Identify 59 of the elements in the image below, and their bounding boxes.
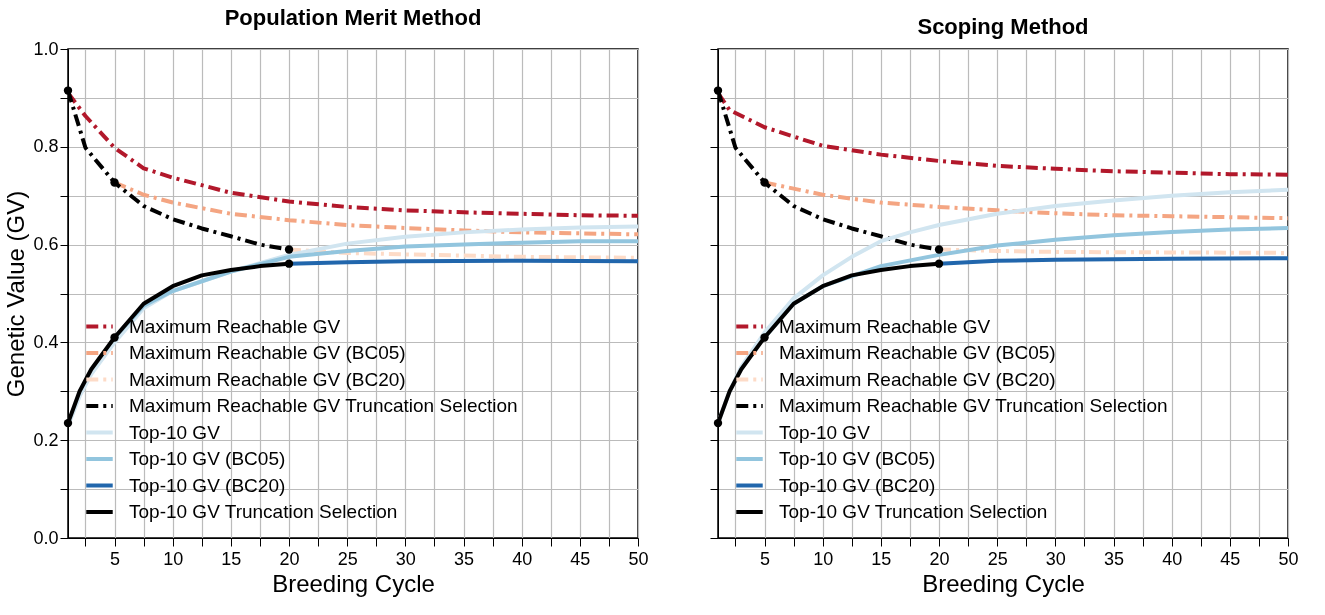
y-axis-title: Genetic Value (GV): [2, 190, 30, 398]
legend-label: Maximum Reachable GV (BC20): [129, 368, 406, 390]
point: [934, 259, 944, 268]
legend-label: Top-10 GV Truncation Selection: [779, 501, 1048, 522]
legend-label: Maximum Reachable GV (BC05): [779, 342, 1056, 363]
x-tick-label: 35: [453, 548, 475, 569]
chart-title: Scoping Method: [917, 13, 1089, 39]
x-tick-label: 5: [110, 548, 121, 569]
x-tick-label: 10: [813, 548, 834, 569]
x-axis-title: Breeding Cycle: [922, 569, 1085, 597]
legend-label: Top-10 GV Truncation Selection: [129, 501, 398, 522]
legend-label: Maximum Reachable GV Truncation Selection: [779, 395, 1168, 416]
y-tick-label: 0.6: [33, 234, 59, 255]
legend-label: Top-10 GV: [129, 421, 221, 443]
legend-label: Maximum Reachable GV: [779, 315, 991, 337]
y-tick-label: 0.2: [33, 429, 59, 450]
x-tick-label: 45: [1220, 548, 1241, 569]
x-tick-label: 20: [279, 548, 300, 569]
legend-label: Top-10 GV (BC20): [779, 474, 936, 496]
legend-label: Top-10 GV (BC05): [129, 448, 286, 469]
x-tick-label: 20: [929, 548, 950, 569]
x-tick-label: 10: [163, 548, 184, 569]
x-tick-label: 50: [628, 548, 649, 569]
x-axis-title: Breeding Cycle: [272, 569, 435, 597]
x-tick-label: 30: [1045, 548, 1066, 569]
x-tick-label: 25: [337, 548, 358, 569]
y-tick-label: 0.0: [33, 527, 59, 548]
y-tick-label: 0.4: [33, 331, 59, 352]
point: [934, 245, 944, 254]
point: [713, 86, 723, 95]
x-tick-label: 15: [221, 548, 242, 569]
point: [713, 418, 723, 428]
point: [110, 178, 119, 187]
point: [760, 178, 769, 187]
y-tick-label: 0.8: [33, 136, 59, 157]
x-tick-label: 45: [570, 548, 591, 569]
legend-label: Top-10 GV: [779, 421, 871, 443]
x-tick-label: 40: [1162, 548, 1183, 569]
legend-label: Top-10 GV (BC20): [129, 474, 286, 496]
x-tick-label: 50: [1278, 548, 1299, 569]
legend-label: Maximum Reachable GV (BC05): [129, 342, 406, 363]
x-tick-label: 35: [1103, 548, 1125, 569]
legend-label: Maximum Reachable GV: [129, 315, 341, 337]
point: [284, 245, 294, 254]
point: [284, 259, 294, 268]
point: [63, 418, 73, 428]
legend-label: Maximum Reachable GV Truncation Selection: [129, 395, 518, 416]
x-tick-label: 5: [760, 548, 771, 569]
point: [63, 86, 73, 95]
x-tick-label: 15: [871, 548, 892, 569]
x-tick-label: 40: [512, 548, 533, 569]
point: [110, 333, 119, 342]
x-tick-label: 25: [987, 548, 1008, 569]
chart-title: Population Merit Method: [224, 5, 482, 30]
legend-label: Maximum Reachable GV (BC20): [779, 368, 1056, 390]
x-tick-label: 30: [395, 548, 416, 569]
point: [760, 333, 769, 342]
y-tick-label: 1.0: [33, 38, 59, 59]
legend-label: Top-10 GV (BC05): [779, 448, 936, 469]
